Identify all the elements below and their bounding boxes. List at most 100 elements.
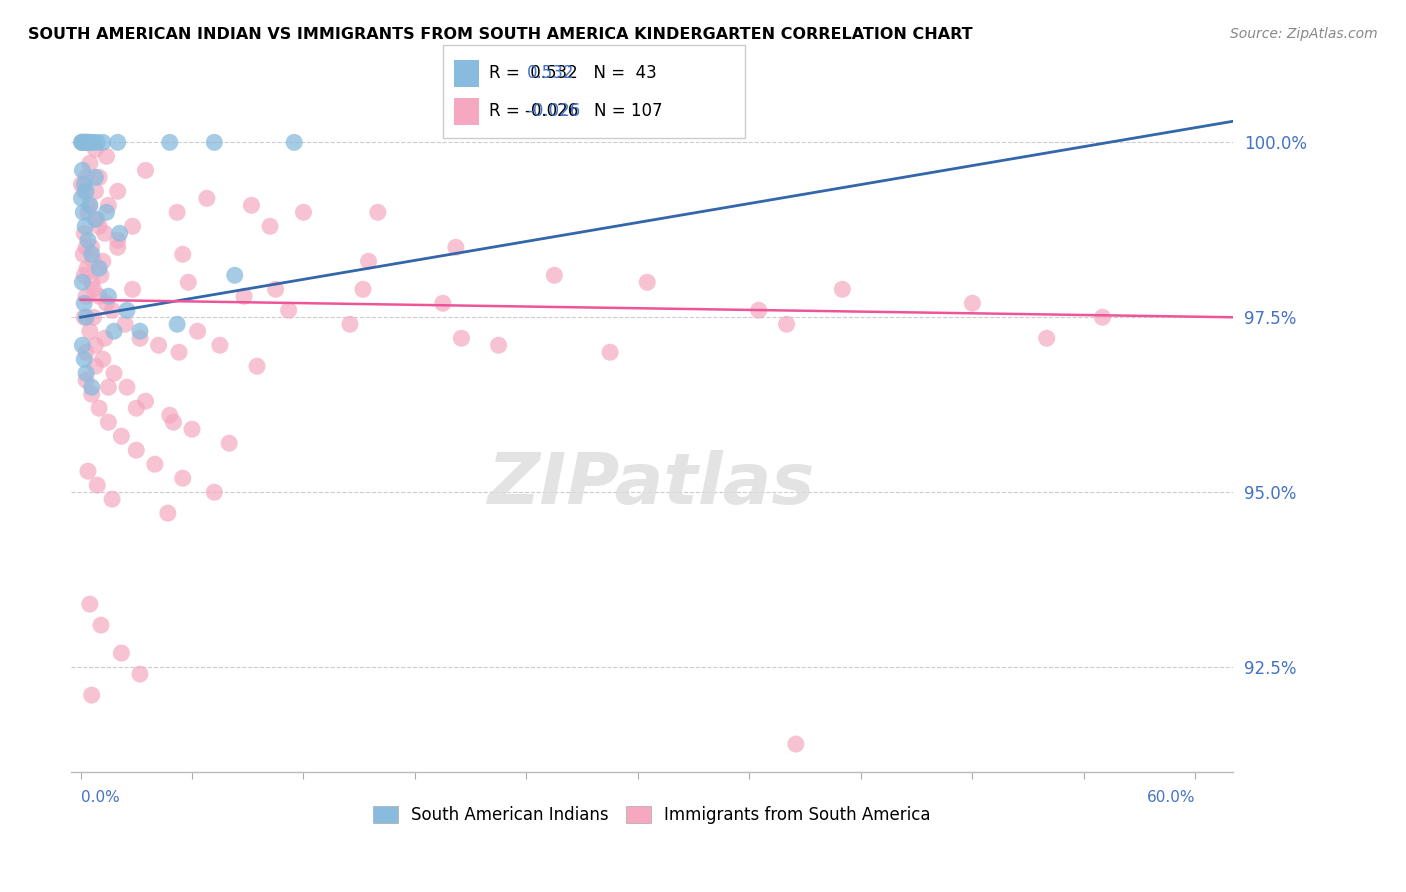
Point <box>143 457 166 471</box>
Point <box>208 338 231 352</box>
Point <box>75 289 97 303</box>
Point <box>107 233 129 247</box>
Point <box>159 408 181 422</box>
Point <box>187 324 209 338</box>
Point <box>91 352 114 367</box>
Point <box>352 282 374 296</box>
Point <box>125 401 148 416</box>
Point <box>79 198 101 212</box>
Text: SOUTH AMERICAN INDIAN VS IMMIGRANTS FROM SOUTH AMERICA KINDERGARTEN CORRELATION : SOUTH AMERICAN INDIAN VS IMMIGRANTS FROM… <box>28 27 973 42</box>
Point <box>97 198 120 212</box>
Point <box>73 296 96 310</box>
Point <box>1035 331 1057 345</box>
Point <box>202 485 225 500</box>
Point <box>84 359 107 374</box>
Point <box>125 443 148 458</box>
Point <box>75 310 97 325</box>
Point <box>162 415 184 429</box>
Point <box>77 136 100 150</box>
Point <box>240 198 263 212</box>
Point <box>259 219 281 234</box>
Point <box>72 338 94 352</box>
Point <box>73 310 96 325</box>
Point <box>75 240 97 254</box>
Point <box>97 415 120 429</box>
Point <box>83 254 105 268</box>
Point <box>156 506 179 520</box>
Text: ZIPatlas: ZIPatlas <box>488 450 815 518</box>
Point <box>86 212 108 227</box>
Point <box>96 149 118 163</box>
Point <box>339 318 361 332</box>
Point <box>96 205 118 219</box>
Text: Source: ZipAtlas.com: Source: ZipAtlas.com <box>1230 27 1378 41</box>
Point <box>73 136 96 150</box>
Point <box>101 303 124 318</box>
Point <box>785 737 807 751</box>
Point <box>97 380 120 394</box>
Point <box>129 331 152 345</box>
Point <box>84 142 107 156</box>
Point <box>135 394 157 409</box>
Point <box>76 261 98 276</box>
Point <box>233 289 256 303</box>
Point <box>110 646 132 660</box>
Point <box>77 464 100 478</box>
Point <box>636 275 658 289</box>
Point <box>432 296 454 310</box>
Point <box>172 247 194 261</box>
Point <box>103 324 125 338</box>
Point <box>75 136 97 150</box>
Point <box>91 136 114 150</box>
Point <box>148 338 170 352</box>
Point <box>73 227 96 241</box>
Point <box>84 184 107 198</box>
Point <box>444 240 467 254</box>
Point <box>202 136 225 150</box>
Point <box>72 163 94 178</box>
Point <box>84 338 107 352</box>
Point <box>79 156 101 170</box>
Point <box>80 247 103 261</box>
Point <box>115 303 138 318</box>
Point <box>75 170 97 185</box>
Point <box>75 373 97 387</box>
Point <box>181 422 204 436</box>
Point <box>129 667 152 681</box>
Text: 0.532: 0.532 <box>527 64 575 82</box>
Point <box>72 205 94 219</box>
Point <box>90 618 112 632</box>
Text: R = -0.026   N = 107: R = -0.026 N = 107 <box>489 103 662 120</box>
Point <box>114 318 136 332</box>
Point <box>121 282 143 296</box>
Point <box>107 240 129 254</box>
Point <box>177 275 200 289</box>
Point <box>70 191 93 205</box>
Point <box>75 184 97 198</box>
Text: -0.026: -0.026 <box>527 103 581 120</box>
Point <box>831 282 853 296</box>
Point <box>77 233 100 247</box>
Point <box>77 136 100 150</box>
Point <box>86 478 108 492</box>
Point <box>75 136 97 150</box>
Point <box>775 318 797 332</box>
Text: 60.0%: 60.0% <box>1147 789 1195 805</box>
Point <box>97 289 120 303</box>
Point <box>70 136 93 150</box>
Point <box>115 380 138 394</box>
Point <box>72 136 94 150</box>
Point <box>79 198 101 212</box>
Point <box>70 178 93 192</box>
Point <box>167 345 190 359</box>
Point <box>83 282 105 296</box>
Point <box>80 275 103 289</box>
Point <box>75 366 97 380</box>
Point <box>73 178 96 192</box>
Point <box>76 136 98 150</box>
Point <box>110 429 132 443</box>
Point <box>86 136 108 150</box>
Text: R =  0.532   N =  43: R = 0.532 N = 43 <box>489 64 657 82</box>
Point <box>87 219 110 234</box>
Point <box>73 352 96 367</box>
